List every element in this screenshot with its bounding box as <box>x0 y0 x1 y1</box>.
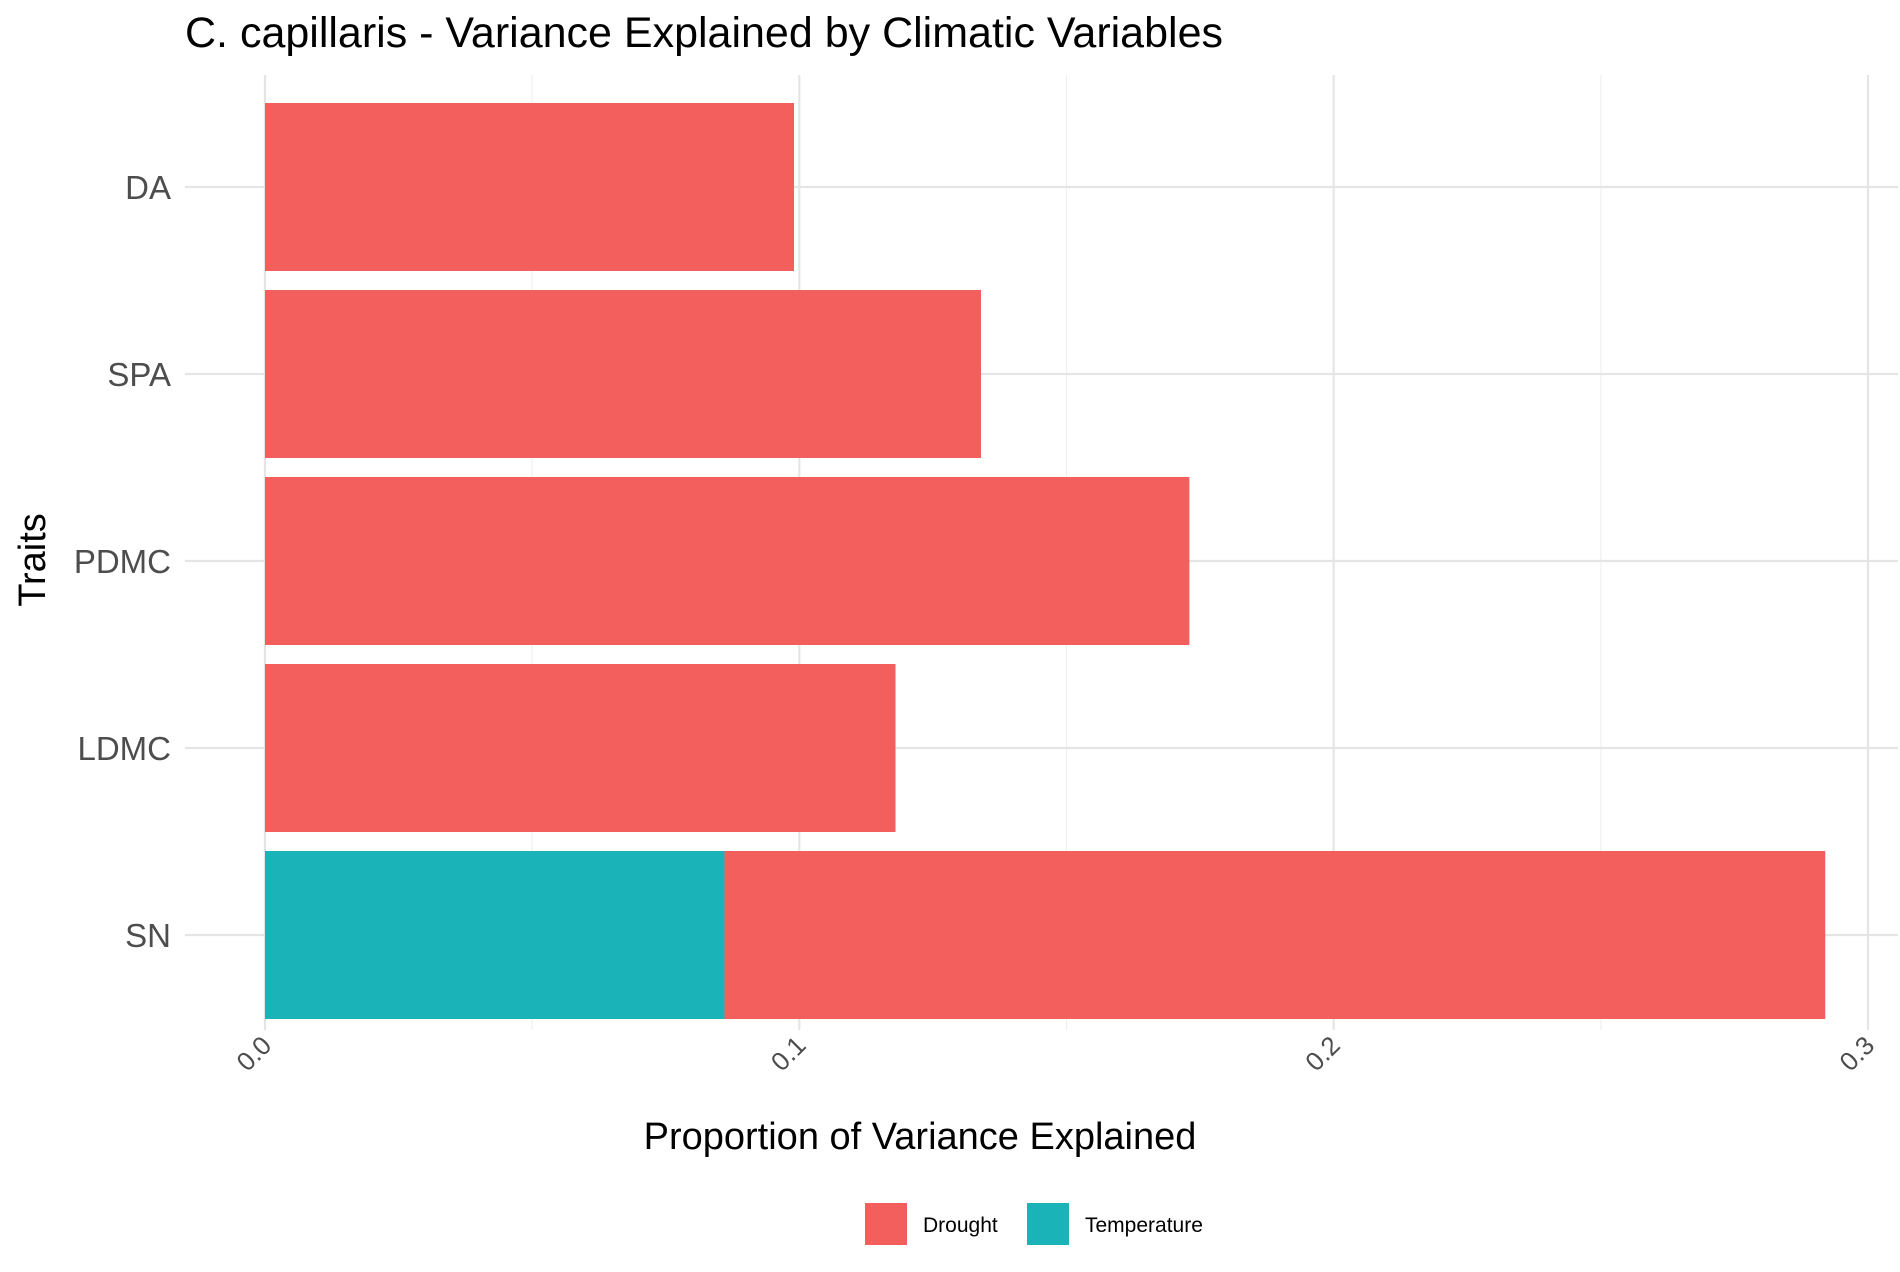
y-tick-label: DA <box>125 169 171 206</box>
bar-sn-drought <box>724 851 1826 1019</box>
chart-title: C. capillaris - Variance Explained by Cl… <box>185 9 1223 57</box>
bar-pdmc-drought <box>265 477 1190 645</box>
y-tick-label: PDMC <box>74 543 171 580</box>
bars <box>265 103 1826 1019</box>
legend-label-drought: Drought <box>923 1214 998 1237</box>
legend-label-temperature: Temperature <box>1085 1214 1203 1237</box>
x-axis-title: Proportion of Variance Explained <box>644 1116 1197 1158</box>
y-tick-label: SN <box>125 917 171 954</box>
legend: Drought Temperature <box>865 1203 1203 1245</box>
y-tick-label: LDMC <box>77 730 171 767</box>
y-axis: DA SPA PDMC LDMC SN <box>74 169 171 954</box>
bar-da-drought <box>265 103 794 271</box>
bar-sn-temperature <box>265 851 725 1019</box>
legend-key-temperature <box>1027 1203 1069 1245</box>
bar-ldmc-drought <box>265 664 896 832</box>
y-tick-label: SPA <box>107 356 171 393</box>
y-axis-title: Traits <box>12 513 54 607</box>
bar-spa-drought <box>265 290 982 458</box>
legend-key-drought <box>865 1203 907 1245</box>
